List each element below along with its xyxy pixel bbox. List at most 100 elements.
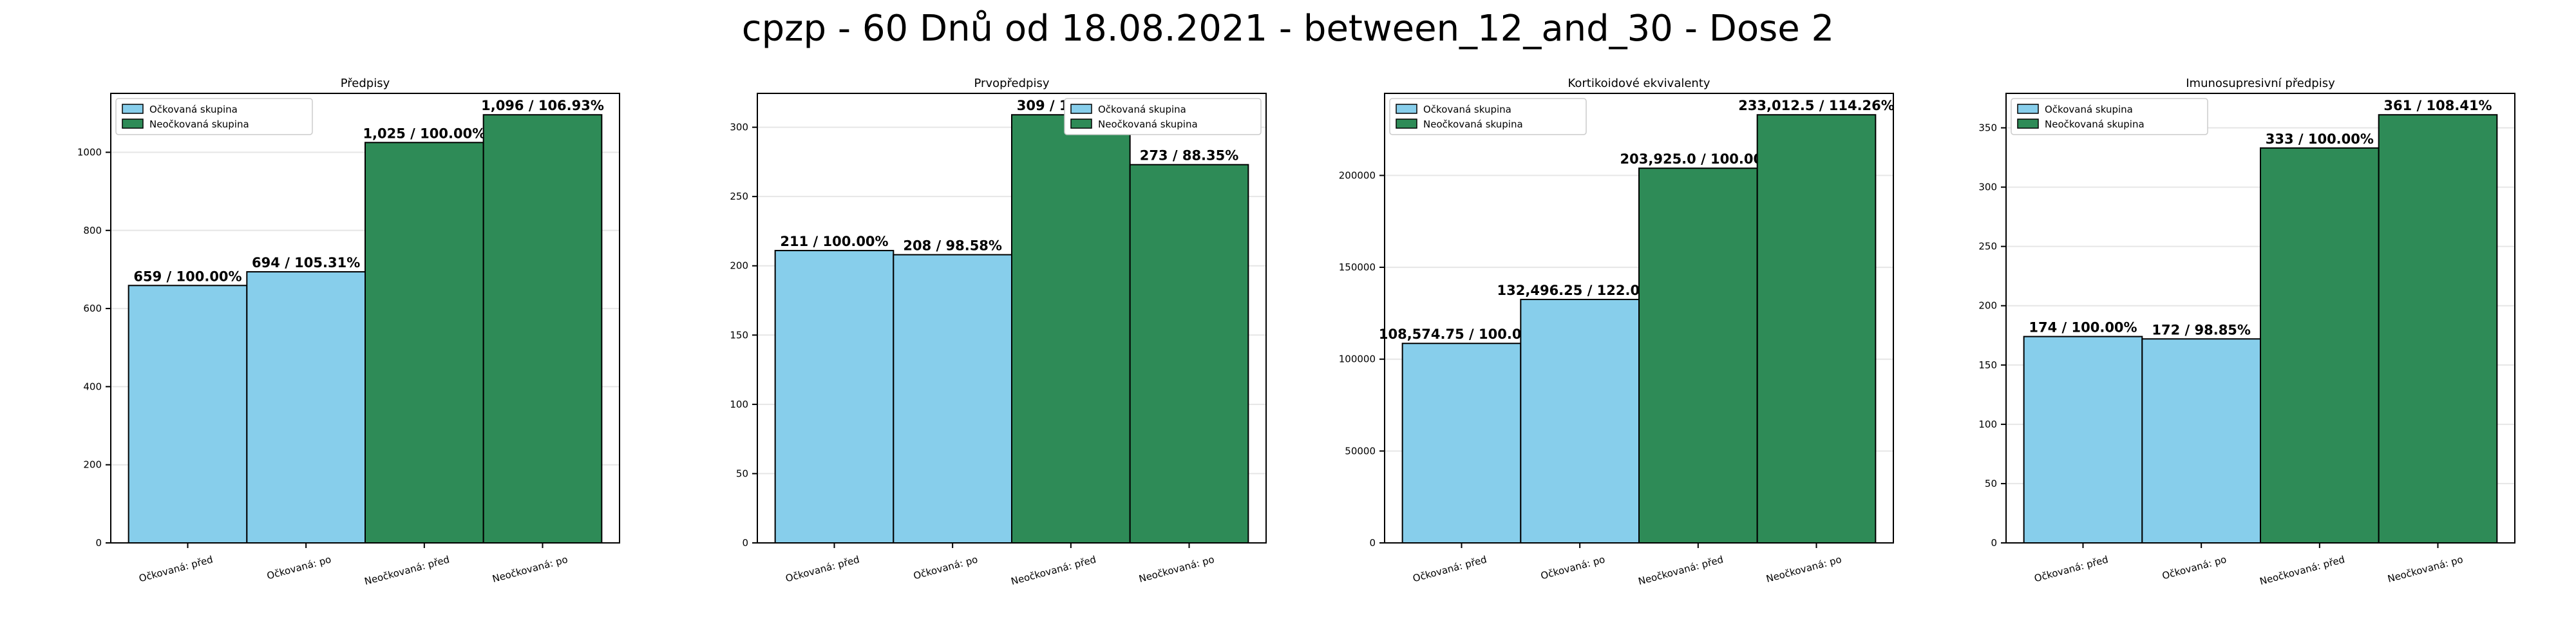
y-tick-label: 50 <box>1985 478 1997 489</box>
x-tick-label: Očkovaná: před <box>138 553 214 584</box>
chart-panel-1: 659 / 100.00% Očkovaná: před 694 / 105.31%… <box>77 77 620 587</box>
y-tick-label: 50 <box>736 468 748 479</box>
data-label: 1,025 / 100.00% <box>363 126 486 141</box>
legend: Očkovaná skupina Neočkovaná skupina <box>2011 98 2208 135</box>
legend-swatch <box>1070 118 1092 129</box>
axes-frame <box>1384 93 1894 544</box>
y-tick-label: 150 <box>730 329 748 341</box>
y-tick-label: 200 <box>1978 300 1997 312</box>
x-tick-label: Neočkovaná: po <box>1765 553 1842 585</box>
legend-swatch <box>1396 104 1417 114</box>
legend-label: Neočkovaná skupina <box>149 118 249 130</box>
x-tick-label: Neočkovaná: před <box>1010 553 1097 587</box>
data-label: 208 / 98.58% <box>903 238 1002 254</box>
bar <box>2023 336 2143 544</box>
y-tick-label: 0 <box>1991 537 1997 549</box>
y-tick-label: 50000 <box>1345 445 1376 457</box>
axes-frame <box>757 93 1267 544</box>
legend-swatch <box>2017 118 2039 129</box>
x-tick-label: Neočkovaná: po <box>1137 553 1215 585</box>
x-tick-label: Očkovaná: před <box>784 553 861 584</box>
y-tick-label: 200 <box>730 260 748 272</box>
y-tick-label: 350 <box>1978 122 1997 133</box>
bar <box>1756 114 1877 544</box>
y-tick-label: 300 <box>730 122 748 133</box>
y-tick-label: 250 <box>1978 241 1997 252</box>
data-label: 659 / 100.00% <box>133 269 242 284</box>
y-tick-label: 100000 <box>1339 354 1376 365</box>
y-tick-label: 200 <box>83 459 102 471</box>
legend-label: Očkovaná skupina <box>1423 104 1511 115</box>
axes-frame <box>2005 93 2515 544</box>
data-label: 108,574.75 / 100.00% <box>1379 327 1544 342</box>
data-label: 361 / 108.41% <box>2383 98 2492 113</box>
legend-swatch <box>2017 104 2039 114</box>
bar <box>2378 114 2498 544</box>
legend-swatch <box>1070 104 1092 114</box>
legend-box <box>115 98 313 135</box>
y-tick-label: 100 <box>730 399 748 410</box>
y-tick-label: 250 <box>730 191 748 202</box>
y-tick-label: 0 <box>95 537 102 549</box>
legend-label: Neočkovaná skupina <box>2045 118 2145 130</box>
data-label: 203,925.0 / 100.00% <box>1620 151 1777 167</box>
data-label: 1,096 / 106.93% <box>481 98 604 113</box>
y-tick-label: 150000 <box>1339 261 1376 273</box>
bar <box>774 250 895 544</box>
bar <box>482 114 603 544</box>
bar <box>365 142 484 544</box>
bar <box>2260 147 2380 544</box>
legend-swatch <box>122 104 144 114</box>
bar <box>1638 167 1758 544</box>
chart-panel-3: 108,574.75 / 100.00% Očkovaná: před 132,49… <box>1339 77 1895 587</box>
y-tick-label: 0 <box>1369 537 1376 549</box>
legend: Očkovaná skupina Neočkovaná skupina <box>1064 98 1262 135</box>
x-tick-label: Očkovaná: po <box>912 553 979 582</box>
data-label: 172 / 98.85% <box>2152 322 2251 337</box>
y-tick-label: 0 <box>742 537 748 549</box>
legend: Očkovaná skupina Neočkovaná skupina <box>115 98 313 135</box>
bar <box>246 271 366 544</box>
bar <box>1520 299 1640 544</box>
legend-box <box>2011 98 2208 135</box>
legend: Očkovaná skupina Neočkovaná skupina <box>1389 98 1587 135</box>
bar <box>893 254 1012 544</box>
y-tick-label: 300 <box>1978 182 1997 193</box>
y-tick-label: 200000 <box>1339 169 1376 181</box>
x-tick-label: Neočkovaná: před <box>2259 553 2346 587</box>
data-label: 233,012.5 / 114.26% <box>1738 98 1895 113</box>
chart-panel-4: 174 / 100.00% Očkovaná: před 172 / 98.85% O… <box>1978 77 2515 587</box>
data-label: 174 / 100.00% <box>2029 320 2137 336</box>
data-label: 333 / 100.00% <box>2266 131 2374 147</box>
bar <box>1011 114 1131 544</box>
chart-title: Kortikoidové ekvivalenty <box>1567 77 1710 90</box>
x-tick-label: Očkovaná: po <box>2161 553 2228 582</box>
data-label: 132,496.25 / 122.03% <box>1497 283 1663 298</box>
x-tick-label: Očkovaná: po <box>1539 553 1606 582</box>
bar <box>128 285 248 544</box>
y-tick-label: 400 <box>83 381 102 392</box>
x-tick-label: Očkovaná: před <box>2033 553 2110 584</box>
axes-frame <box>110 93 620 544</box>
x-tick-label: Neočkovaná: před <box>1637 553 1725 587</box>
x-tick-label: Neočkovaná: po <box>2386 553 2464 585</box>
data-label: 211 / 100.00% <box>780 234 888 249</box>
legend-label: Neočkovaná skupina <box>1098 118 1198 130</box>
y-tick-label: 150 <box>1978 359 1997 371</box>
chart-title: Imunosupresivní předpisy <box>2186 77 2335 90</box>
legend-box <box>1389 98 1587 135</box>
x-tick-label: Očkovaná: před <box>1412 553 1488 584</box>
legend-label: Očkovaná skupina <box>1098 104 1186 115</box>
bar <box>2141 338 2261 544</box>
chart-title: Předpisy <box>341 77 390 90</box>
data-label: 694 / 105.31% <box>252 255 360 270</box>
chart-title: Prvopředpisy <box>974 77 1050 90</box>
y-tick-label: 800 <box>83 225 102 236</box>
y-tick-label: 600 <box>83 303 102 314</box>
legend-swatch <box>122 118 144 129</box>
x-tick-label: Očkovaná: po <box>265 553 332 582</box>
chart-panel-2: 211 / 100.00% Očkovaná: před 208 / 98.58% O… <box>730 77 1267 587</box>
bar <box>1401 343 1522 544</box>
x-tick-label: Neočkovaná: po <box>491 553 569 585</box>
